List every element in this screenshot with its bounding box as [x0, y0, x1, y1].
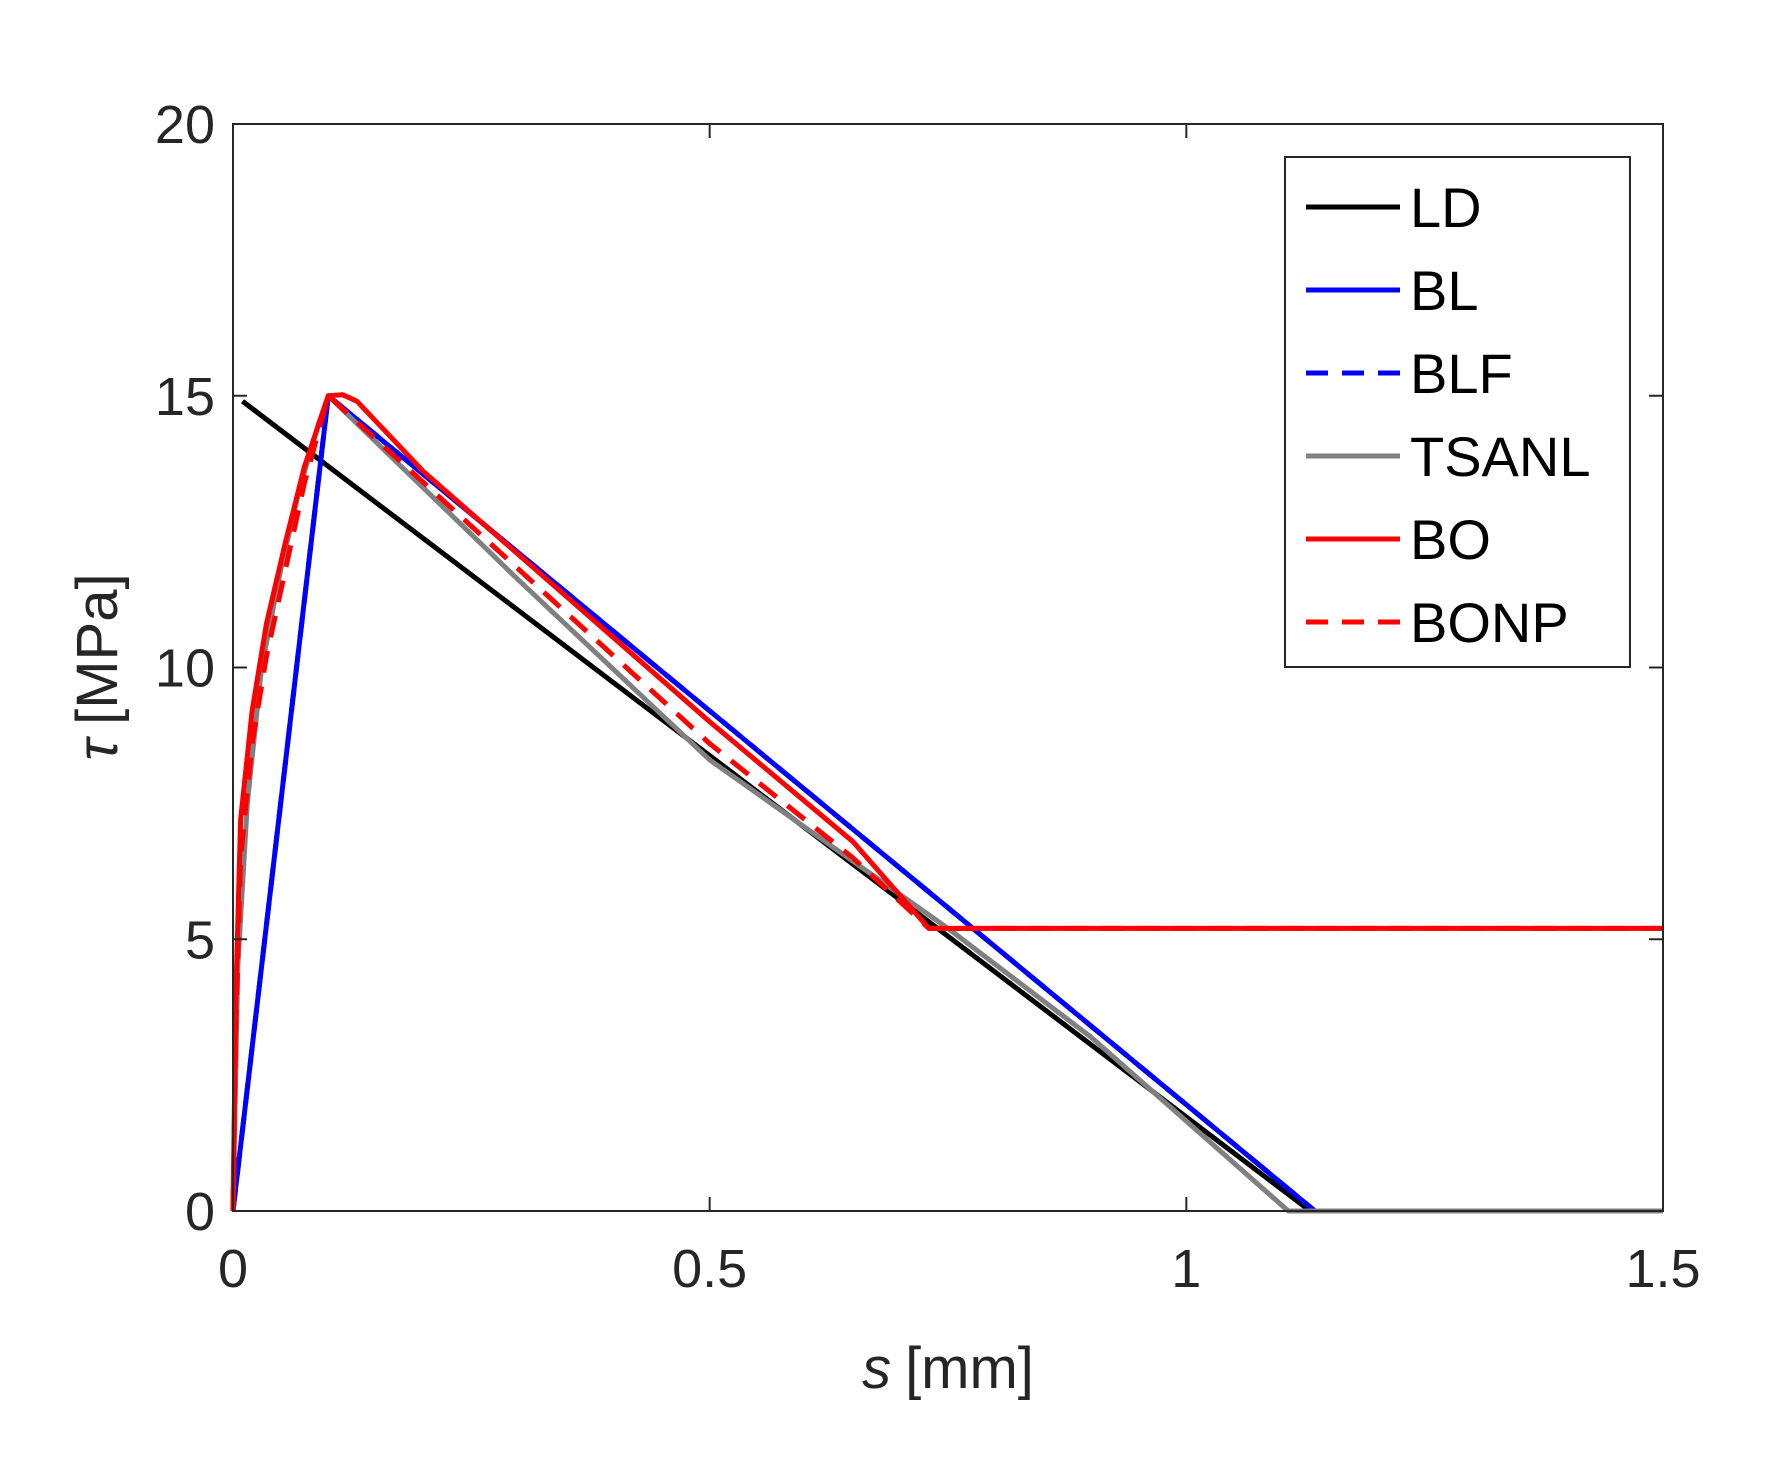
y-axis-label-unit: [MPa]: [65, 573, 130, 725]
x-tick-label: 1.5: [1625, 1239, 1700, 1299]
legend-label-bonp: BONP: [1410, 591, 1569, 654]
series-bo-line: [230, 392, 1663, 1212]
legend-label-bo: BO: [1410, 508, 1491, 571]
legend-item-tsanl: TSANL: [1306, 425, 1591, 488]
x-axis-label-symbol: s: [862, 1336, 891, 1401]
legend: LD BL BLF TSANL BO BONP: [1284, 156, 1631, 668]
legend-item-bo: BO: [1306, 508, 1491, 571]
x-tick-label: 1: [1171, 1239, 1201, 1299]
x-tick-label: 0: [218, 1239, 248, 1299]
x-axis-label: s [mm]: [862, 1336, 1034, 1401]
legend-label-blf: BLF: [1410, 342, 1513, 405]
legend-item-ld: LD: [1306, 176, 1482, 239]
legend-item-bl: BL: [1306, 259, 1479, 322]
legend-label-bl: BL: [1410, 259, 1479, 322]
y-tick-label: 10: [155, 639, 215, 699]
y-axis-label-symbol: τ: [65, 736, 130, 761]
legend-label-tsanl: TSANL: [1410, 425, 1591, 488]
legend-label-ld: LD: [1410, 176, 1482, 239]
y-tick-label: 0: [185, 1182, 215, 1242]
y-tick-label: 20: [155, 95, 215, 155]
x-axis-label-unit: [mm]: [905, 1336, 1034, 1401]
tick-layer: 0 0.5 1 1.5 0 5 10 15 20: [155, 95, 1701, 1299]
x-tick-label: 0.5: [672, 1239, 747, 1299]
legend-item-bonp: BONP: [1306, 591, 1569, 654]
y-tick-label: 15: [155, 367, 215, 427]
legend-box: [1284, 156, 1631, 668]
series-bonp-line: [230, 393, 1663, 1212]
legend-item-blf: BLF: [1306, 342, 1513, 405]
y-tick-label: 5: [185, 910, 215, 970]
y-axis-label: τ [MPa]: [65, 573, 130, 760]
